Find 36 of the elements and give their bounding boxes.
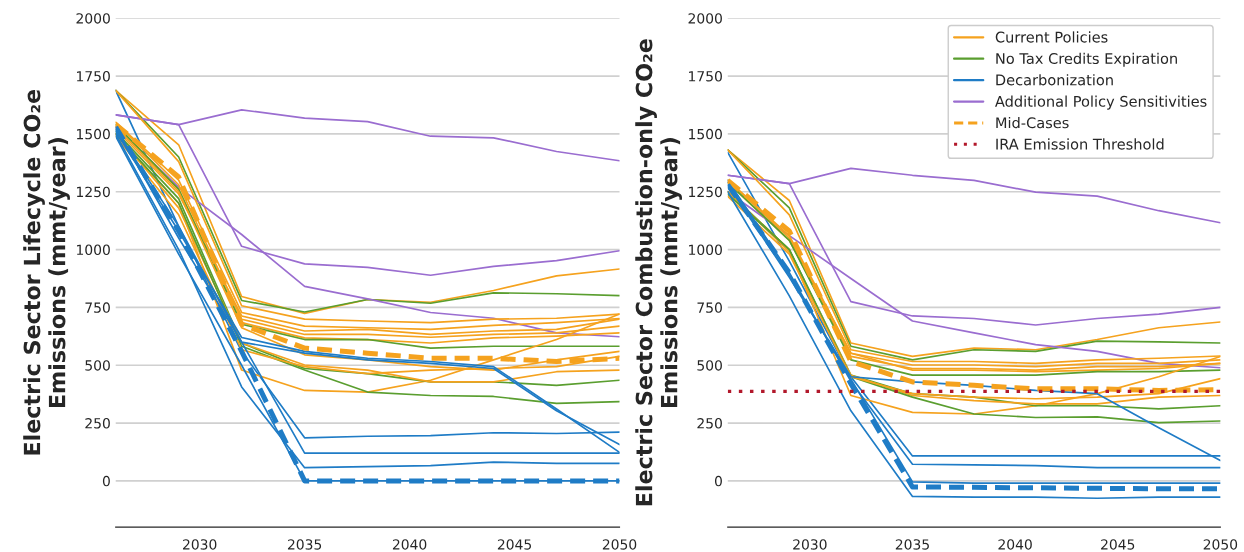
y-tick-label: 1500 [689,128,722,140]
y-axis-title: Electric Sector Combustion-only CO₂e Emissions (mmt/year) [635,39,682,506]
y-tick-label: 750 [697,302,722,313]
legend-label: Mid-Cases [996,116,1069,129]
x-tick-label: 2045 [1101,539,1135,550]
y-tick-label: 500 [85,360,110,371]
y-tick-label: 0 [714,475,722,487]
x-tick-label: 2035 [287,539,322,550]
y-tick-label: 250 [85,418,110,429]
y-tick-label: 1000 [77,244,110,256]
y-tick-label: 2000 [76,13,110,24]
x-tick-label: 2050 [1203,539,1238,550]
y-tick-label: 500 [697,360,722,371]
y-tick-label: 1750 [77,71,110,82]
x-tick-label: 2030 [183,539,217,550]
y-tick-label: 1000 [689,244,722,256]
y-tick-label: 250 [697,418,722,429]
y-tick-label: 750 [85,302,110,313]
y-tick-label: 1250 [689,186,722,198]
x-tick-label: 2030 [793,539,827,550]
x-tick-label: 2045 [497,539,532,550]
x-tick-label: 2040 [998,539,1032,550]
y-tick-label: 1500 [77,128,110,140]
legend-label: No Tax Credits Expiration [996,52,1177,67]
y-tick-label: 1250 [77,186,110,198]
x-tick-label: 2035 [895,539,929,550]
y-tick-label: 2000 [688,13,722,24]
legend-label: IRA Emission Threshold [996,138,1164,150]
x-tick-label: 2040 [392,539,427,550]
legend-label: Additional Policy Sensitivities [995,95,1207,110]
legend-label: Current Policies [995,31,1108,43]
legend-label: Decarbonization [996,74,1113,86]
y-tick-label: 1750 [689,71,722,82]
x-tick-label: 2050 [602,539,637,550]
y-tick-label: 0 [102,475,110,487]
y-axis-title: Electric Sector Lifecycle CO₂e Emissions (mmt/year) [23,89,70,455]
